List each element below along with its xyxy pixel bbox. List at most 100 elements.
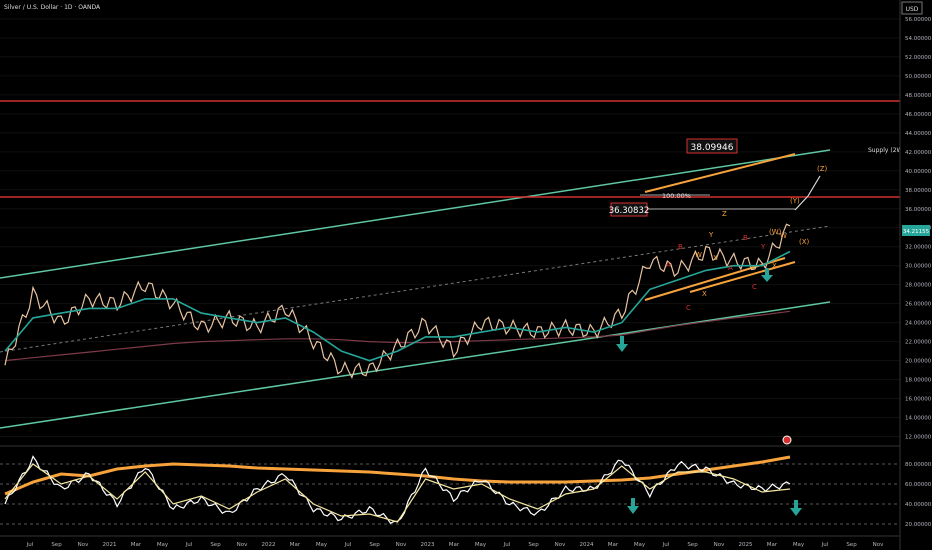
price-tick-label: 14.00000 — [905, 416, 932, 422]
price-ticks: 56.00000 54.00000 52.00000 50.00000 48.00000… — [905, 17, 932, 441]
up-arrow-icon — [627, 498, 639, 514]
wave-support-line[interactable] — [689, 261, 796, 293]
time-tick-label: Sep — [51, 542, 62, 548]
time-tick-label: Jul — [185, 542, 193, 548]
wave-label: C — [686, 304, 691, 312]
time-tick-label: 2023 — [421, 542, 435, 548]
level-price-label: 36.30832 — [609, 206, 650, 216]
time-tick-label: Mar — [131, 542, 142, 548]
price-tick-label: 40.00000 — [905, 169, 932, 175]
price-tick-label: 36.00000 — [905, 207, 932, 213]
current-price-box — [902, 225, 930, 236]
price-tick-label: 12.00000 — [905, 435, 932, 441]
unit-box — [901, 1, 923, 15]
time-tick-label: Nov — [237, 542, 248, 548]
price-tick-label: 54.00000 — [905, 36, 932, 42]
time-tick-label: 2024 — [580, 542, 594, 548]
time-tick-label: Sep — [210, 542, 221, 548]
oscillator-ma-line[interactable] — [4, 455, 791, 496]
time-tick-label: Sep — [528, 542, 539, 548]
ema-slow-line[interactable] — [4, 310, 791, 362]
price-tick-label: 48.00000 — [905, 93, 932, 99]
oscillator-slow-line[interactable] — [4, 463, 791, 523]
price-tick-label: 38.00000 — [905, 188, 932, 194]
time-tick-label: 2025 — [739, 542, 753, 548]
level-price-box[interactable] — [610, 202, 648, 217]
wave-label: B — [678, 243, 683, 251]
price-tick-label: 16.00000 — [905, 397, 932, 403]
up-arrow-icon — [761, 268, 773, 282]
oscillator-tick-label: 20.00000 — [905, 522, 932, 528]
price-tick-label: 24.00000 — [905, 321, 932, 327]
oscillator-tick-label: 60.00000 — [905, 482, 932, 488]
wave-label: W — [695, 251, 702, 259]
time-tick-label: Nov — [873, 542, 884, 548]
wave-label: C — [752, 283, 757, 291]
time-tick-label: Jul — [344, 542, 352, 548]
time-tick-label: Jul — [821, 542, 829, 548]
wave-label: X — [702, 290, 707, 298]
time-tick-label: Nov — [396, 542, 407, 548]
price-tick-label: 52.00000 — [905, 55, 932, 61]
channel-upper-line[interactable] — [0, 149, 831, 279]
time-tick-label: May — [634, 542, 646, 548]
wave-label: Y — [708, 231, 714, 239]
price-tick-label: 32.00000 — [905, 245, 932, 251]
time-tick-label: Sep — [369, 542, 380, 548]
fib-label: 100.00% — [662, 192, 691, 200]
time-tick-label: Nov — [555, 542, 566, 548]
unit-label: USD — [906, 6, 919, 13]
price-tick-label: 46.00000 — [905, 112, 932, 118]
wave-label: B — [743, 234, 748, 242]
wave-label: X — [713, 254, 718, 262]
wave-label: A — [666, 261, 671, 269]
wave-labels: (Z) (Y) (X) (W) Z Y W X A B C X A B C Y … — [666, 165, 828, 312]
time-tick-label: Sep — [846, 542, 857, 548]
price-tick-label: 50.00000 — [905, 74, 932, 80]
time-tick-label: Mar — [608, 542, 619, 548]
time-tick-label: Jul — [26, 542, 34, 548]
indicator-badge-icon[interactable] — [782, 435, 792, 445]
time-tick-label: Jul — [662, 542, 670, 548]
chart-title: Silver / U.S. Dollar · 1D · OANDA — [4, 4, 101, 11]
time-tick-label: Nov — [714, 542, 725, 548]
time-tick-label: May — [157, 542, 169, 548]
wave-label: A — [728, 264, 733, 272]
wave-path[interactable] — [807, 175, 821, 197]
wave-label: (Z) — [817, 165, 828, 173]
supply-label: Supply (2W) — [868, 147, 905, 154]
time-tick-label: Mar — [290, 542, 301, 548]
target-price-box[interactable] — [686, 138, 738, 154]
oscillator-tick-label: 40.00000 — [905, 502, 932, 508]
channel-lower-line[interactable] — [0, 301, 831, 429]
channel-midline[interactable] — [0, 225, 831, 353]
price-line[interactable] — [4, 223, 791, 380]
price-tick-label: 28.00000 — [905, 283, 932, 289]
ema-fast-line[interactable] — [4, 250, 791, 362]
time-tick-label: May — [316, 542, 328, 548]
up-arrow-icon — [790, 500, 802, 516]
price-tick-label: 18.00000 — [905, 378, 932, 384]
wave-label: (W) — [769, 228, 782, 236]
price-tick-label: 22.00000 — [905, 340, 932, 346]
wave-label: (Y) — [790, 197, 800, 205]
price-tick-label: 56.00000 — [905, 17, 932, 23]
time-tick-label: Sep — [687, 542, 698, 548]
price-tick-label: 20.00000 — [905, 359, 932, 365]
time-tick-label: Mar — [767, 542, 778, 548]
wave-path[interactable] — [794, 195, 809, 211]
target-line[interactable] — [644, 153, 796, 193]
wave-label: (X) — [799, 238, 810, 246]
time-axis[interactable]: Jul Sep Nov 2021 Mar May Jul Sep Nov 2022 Mar May Ju… — [26, 542, 884, 548]
price-axis[interactable] — [900, 0, 932, 550]
time-tick-label: Mar — [449, 542, 460, 548]
price-tick-label: 30.00000 — [905, 264, 932, 270]
time-tick-label: 2022 — [262, 542, 276, 548]
wave-label: Y — [760, 243, 766, 251]
time-tick-label: Jul — [503, 542, 511, 548]
price-tick-label: 26.00000 — [905, 302, 932, 308]
wave-label: W — [780, 232, 787, 240]
up-arrow-icon — [616, 336, 628, 352]
time-tick-label: 2021 — [103, 542, 117, 548]
